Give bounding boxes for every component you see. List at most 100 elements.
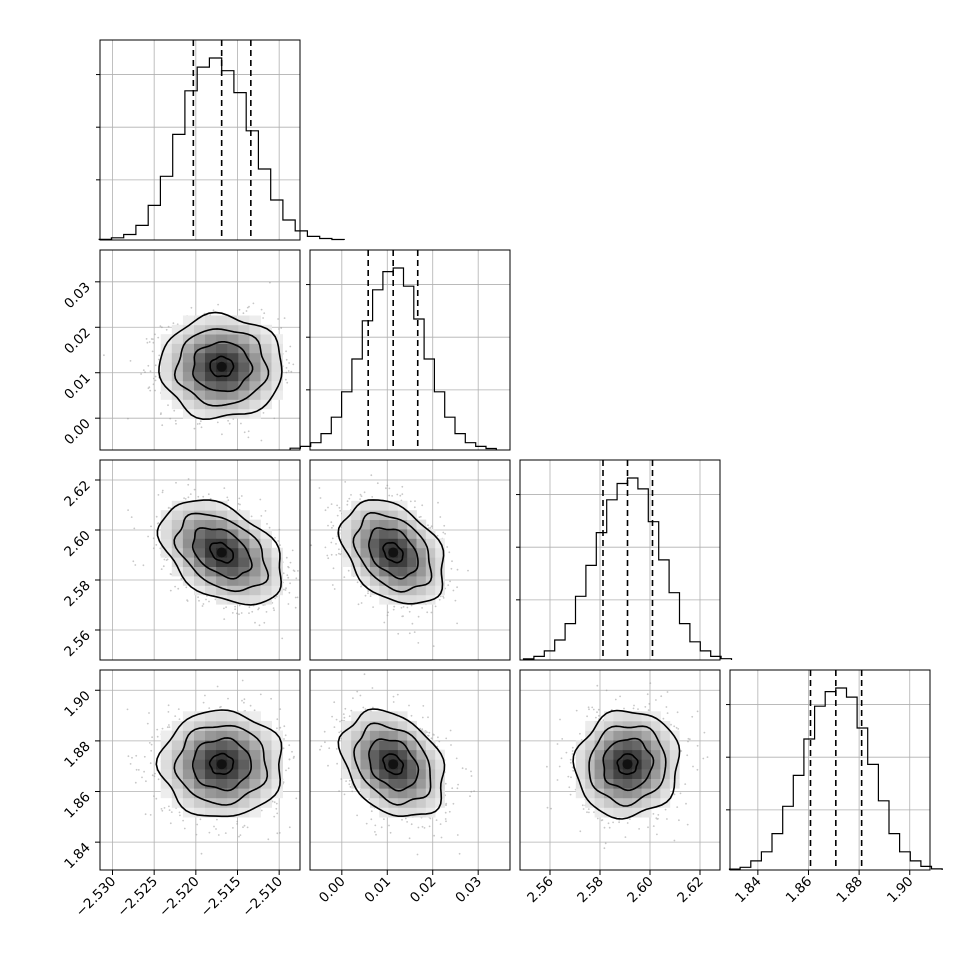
density-cell xyxy=(397,519,408,530)
scatter-point xyxy=(262,412,265,414)
scatter-point xyxy=(302,394,304,396)
scatter-point xyxy=(155,544,158,546)
scatter-point xyxy=(417,642,420,644)
density-cell xyxy=(194,390,206,400)
scatter-point xyxy=(167,507,170,509)
scatter-point xyxy=(417,615,420,618)
scatter-point xyxy=(330,503,333,505)
scatter-point xyxy=(327,557,330,560)
scatter-point xyxy=(155,515,158,518)
scatter-point xyxy=(408,632,411,635)
scatter-point xyxy=(238,497,241,500)
scatter-point xyxy=(333,588,336,590)
density-cell xyxy=(360,519,371,530)
density-cell xyxy=(341,510,352,520)
density-cell xyxy=(238,315,250,326)
scatter-point xyxy=(275,595,278,598)
density-cell xyxy=(435,585,445,596)
density-cell xyxy=(182,390,195,400)
scatter-point xyxy=(161,424,164,427)
density-cell xyxy=(182,519,195,530)
scatter-point xyxy=(157,494,160,496)
scatter-point xyxy=(131,756,133,759)
density-cell xyxy=(360,529,371,539)
scatter-point xyxy=(286,574,289,577)
scatter-point xyxy=(434,605,437,608)
density-cell xyxy=(182,324,195,335)
scatter-point xyxy=(146,722,149,725)
density-cell xyxy=(238,538,250,549)
contour-line xyxy=(352,511,433,593)
scatter-point xyxy=(367,592,369,595)
density-cell xyxy=(205,585,217,596)
scatter-point xyxy=(331,526,333,529)
scatter-point xyxy=(163,558,166,561)
scatter-point xyxy=(184,498,187,500)
density-cell xyxy=(379,566,389,577)
density-cell xyxy=(160,352,173,363)
scatter-point xyxy=(130,516,133,518)
scatter-point xyxy=(331,537,334,540)
scatter-point xyxy=(167,404,169,407)
density-cell xyxy=(260,566,272,577)
density-cell xyxy=(238,380,250,391)
density-cell xyxy=(171,510,184,520)
density-core xyxy=(388,547,399,558)
density-cell xyxy=(271,585,283,596)
density-cell xyxy=(205,380,217,391)
scatter-point xyxy=(454,599,457,602)
density-core xyxy=(216,361,227,372)
scatter-point xyxy=(161,727,164,730)
scatter-point xyxy=(187,496,190,499)
scatter-point xyxy=(287,603,290,605)
scatter-point xyxy=(236,612,238,615)
density-cell xyxy=(216,557,228,567)
density-cell xyxy=(205,352,217,363)
scatter-point xyxy=(383,621,386,624)
density-cell xyxy=(249,529,261,539)
density-cell xyxy=(227,380,239,391)
scatter-point xyxy=(331,584,334,586)
density-cell xyxy=(388,576,399,586)
scatter-point xyxy=(467,569,469,572)
density-cell xyxy=(397,566,408,577)
density-cell xyxy=(182,566,195,577)
scatter-point xyxy=(206,461,208,463)
scatter-point xyxy=(450,567,453,570)
density-cell xyxy=(369,529,380,539)
density-cell xyxy=(227,352,239,363)
density-cell xyxy=(397,557,408,567)
scatter-point xyxy=(442,595,444,598)
density-cell xyxy=(194,315,206,326)
density-cell xyxy=(182,547,195,558)
scatter-point xyxy=(225,606,228,609)
density-cell xyxy=(171,538,184,549)
scatter-point xyxy=(221,433,223,436)
scatter-point xyxy=(240,422,242,425)
density-cell xyxy=(271,390,283,400)
density-cell xyxy=(216,399,228,410)
density-cell xyxy=(407,585,417,596)
scatter-point xyxy=(448,551,451,554)
scatter-point xyxy=(217,303,220,306)
contour-line xyxy=(192,341,254,393)
scatter-point xyxy=(338,506,341,509)
density-cell xyxy=(216,566,228,577)
density-cell xyxy=(407,547,417,558)
density-cell xyxy=(388,500,399,511)
scatter-point xyxy=(143,755,146,758)
scatter-point xyxy=(283,725,286,728)
scatter-point xyxy=(442,531,445,534)
scatter-point xyxy=(387,611,390,614)
density-cell xyxy=(260,343,272,354)
scatter-point xyxy=(372,606,374,608)
scatter-point xyxy=(132,560,135,563)
scatter-point xyxy=(187,483,190,486)
density-cell xyxy=(260,380,272,391)
scatter-point xyxy=(215,828,217,830)
scatter-point xyxy=(330,541,333,544)
scatter-point xyxy=(273,417,276,420)
density-cell xyxy=(407,529,417,539)
density-cell xyxy=(397,510,408,520)
scatter-point xyxy=(198,599,200,602)
